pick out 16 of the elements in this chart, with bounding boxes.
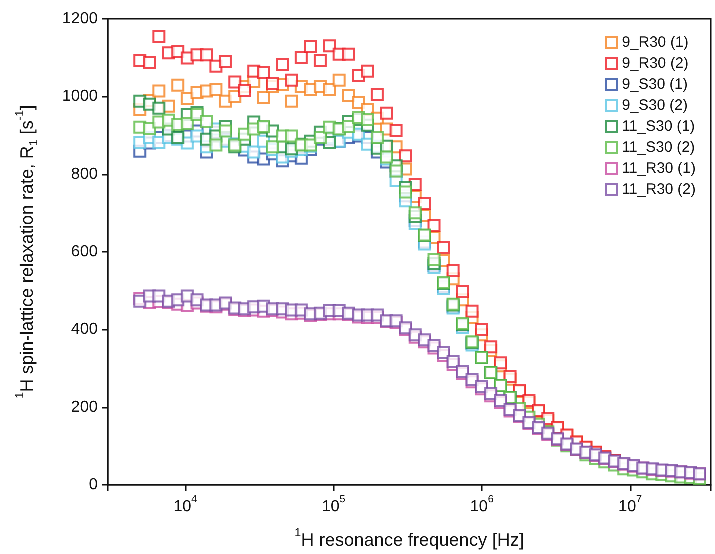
y-tick-label: 200 <box>71 398 98 416</box>
y-axis-title: 1H spin-lattice relaxation rate, R1 [s-1] <box>14 105 40 399</box>
legend-label: 9_R30 (1) <box>622 34 689 51</box>
y-tick-label: 600 <box>71 244 98 260</box>
legend-label: 11_S30 (1) <box>622 118 696 135</box>
y-tick-label: 1000 <box>62 88 98 106</box>
legend-label: 9_S30 (1) <box>622 76 688 93</box>
legend-label: 11_S30 (2) <box>622 139 696 156</box>
y-tick-label: 400 <box>71 321 98 338</box>
y-tick-label: 1200 <box>62 10 98 28</box>
legend-label: 11_R30 (1) <box>622 160 696 177</box>
legend-label: 9_R30 (2) <box>622 55 689 72</box>
y-tick-label: 0 <box>89 476 98 494</box>
legend-label: 9_S30 (2) <box>622 97 688 114</box>
y-tick-label: 800 <box>71 166 98 183</box>
legend-label: 11_R30 (2) <box>622 181 696 198</box>
